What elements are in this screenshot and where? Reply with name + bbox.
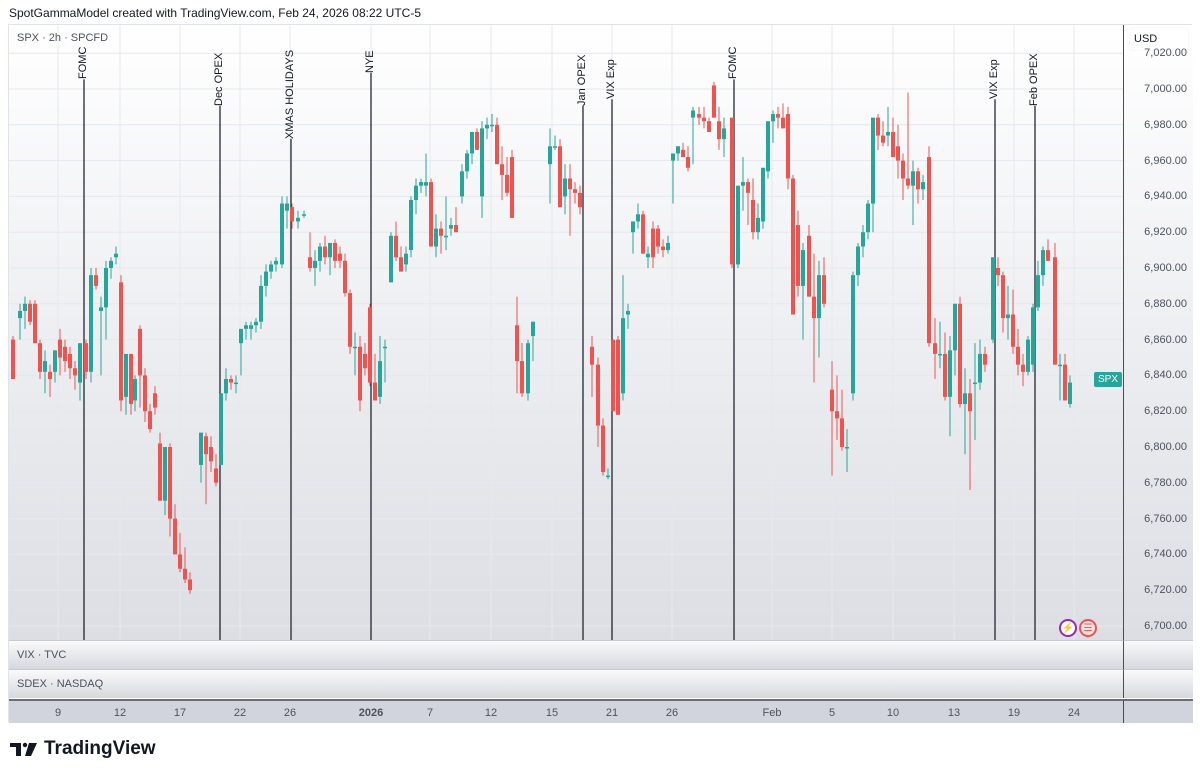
price-tick: 6,760.00	[1144, 512, 1187, 525]
price-tick: 6,920.00	[1144, 226, 1187, 239]
time-tick: 10	[886, 707, 900, 719]
sdex-pane-axis	[1123, 669, 1193, 698]
time-axis-corner	[1123, 699, 1193, 723]
time-tick: 26	[665, 707, 679, 719]
us-flag-icon[interactable]: ☰	[1079, 619, 1097, 637]
price-tick: 6,740.00	[1144, 548, 1187, 561]
time-axis[interactable]: 9 12 17 22 26 2026 7 12 15 21 26 Feb 5 10 13 19 24	[9, 699, 1123, 723]
price-tick: 6,880.00	[1144, 297, 1187, 310]
price-tick: 6,820.00	[1144, 405, 1187, 418]
tradingview-logo-icon	[10, 741, 38, 757]
price-tick: 6,900.00	[1144, 262, 1187, 274]
event-marker-label[interactable]: Dec OPEX	[213, 52, 225, 106]
spx-price-badge: SPX	[1094, 372, 1123, 387]
tradingview-logo[interactable]: TradingView	[10, 738, 156, 760]
flash-icon[interactable]: ⚡	[1059, 619, 1077, 637]
event-icons: ⚡ ☰	[1059, 619, 1097, 637]
event-marker-label[interactable]: VIX Exp	[988, 59, 1000, 100]
sdex-pane[interactable]: SDEX · NASDAQ	[9, 669, 1123, 698]
price-tick: 7,000.00	[1144, 83, 1187, 95]
event-marker-label[interactable]: VIX Exp	[605, 59, 617, 100]
price-tick: 7,020.00	[1144, 47, 1187, 60]
main-price-pane[interactable]: SPX · 2h · SPCFD FOMC Dec OPEX XMAS HOLIDA…	[9, 25, 1123, 640]
event-marker-label[interactable]: XMAS HOLIDAYS	[284, 49, 296, 139]
time-tick: 2026	[358, 707, 384, 719]
sdex-pane-label: SDEX · NASDAQ	[17, 678, 104, 690]
price-tick: 6,800.00	[1144, 441, 1187, 453]
currency-label[interactable]: USD	[1130, 28, 1188, 50]
time-tick: 21	[605, 707, 619, 719]
price-tick: 6,940.00	[1144, 190, 1187, 203]
time-tick: 7	[426, 707, 434, 719]
vix-pane[interactable]: VIX · TVC	[9, 640, 1123, 669]
time-tick: 15	[545, 707, 559, 719]
event-marker-label[interactable]: NYE	[364, 50, 376, 73]
time-tick: 13	[947, 707, 961, 719]
time-tick: 22	[233, 707, 247, 719]
tradingview-logo-text: TradingView	[44, 738, 156, 759]
vix-pane-label: VIX · TVC	[17, 649, 67, 661]
event-marker-label[interactable]: Feb OPEX	[1028, 53, 1040, 106]
time-tick: Feb	[762, 707, 782, 719]
time-tick: 12	[484, 707, 498, 719]
price-tick: 6,720.00	[1144, 584, 1187, 597]
price-axis[interactable]: USD 7,020.00 7,000.00 6,980.00 6,960.00 6,94…	[1123, 25, 1193, 640]
time-tick: 5	[828, 707, 836, 719]
event-marker-label[interactable]: FOMC	[77, 47, 89, 80]
chart-caption: SpotGammaModel created with TradingView.…	[9, 6, 421, 20]
price-tick: 6,840.00	[1144, 369, 1187, 382]
chart-frame: SPX · 2h · SPCFD FOMC Dec OPEX XMAS HOLIDA…	[8, 24, 1193, 723]
time-tick: 12	[113, 707, 127, 719]
time-tick: 9	[54, 707, 62, 719]
vix-pane-axis	[1123, 640, 1193, 669]
event-marker-label[interactable]: Jan OPEX	[576, 54, 588, 106]
time-tick: 17	[173, 707, 187, 719]
price-tick: 6,860.00	[1144, 333, 1187, 346]
symbol-legend[interactable]: SPX · 2h · SPCFD	[17, 32, 109, 44]
time-tick: 19	[1007, 707, 1021, 719]
time-tick: 26	[283, 707, 297, 719]
event-marker-label[interactable]: FOMC	[727, 47, 739, 80]
price-tick: 6,700.00	[1144, 620, 1187, 632]
price-tick: 6,780.00	[1144, 476, 1187, 489]
candlestick-chart	[9, 25, 1123, 640]
price-tick: 6,980.00	[1144, 118, 1187, 131]
price-tick: 6,960.00	[1144, 154, 1187, 167]
time-tick: 24	[1067, 707, 1081, 719]
